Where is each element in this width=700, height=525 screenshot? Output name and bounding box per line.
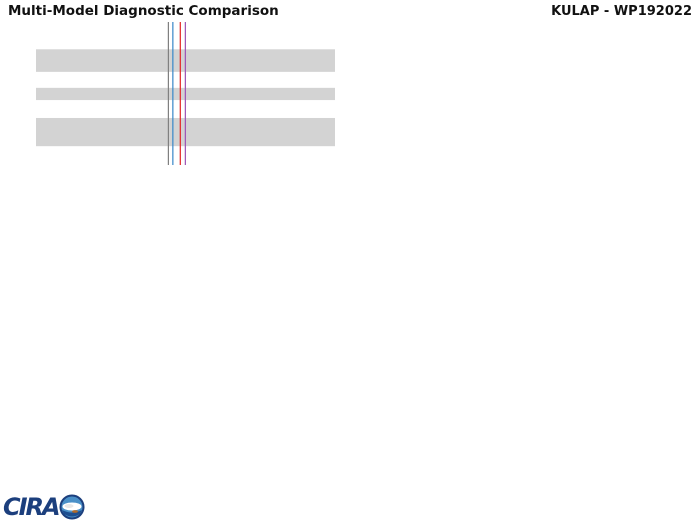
cira-logo-text: CIRA bbox=[3, 493, 61, 521]
globe-icon bbox=[59, 494, 85, 520]
cira-logo: CIRA bbox=[3, 494, 85, 520]
storm-id: KULAP - WP192022 bbox=[551, 4, 692, 19]
page-title: Multi-Model Diagnostic Comparison bbox=[8, 3, 279, 19]
intensity-panel bbox=[36, 22, 335, 165]
